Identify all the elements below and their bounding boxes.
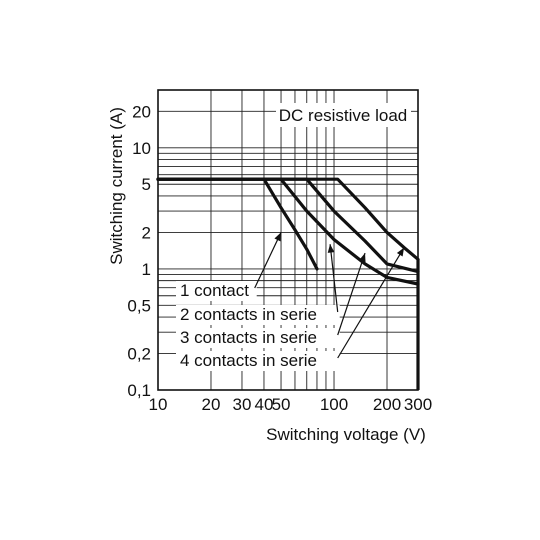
arrowhead [327,244,335,253]
x-tick-label: 20 [202,395,221,414]
x-tick-label: 100 [320,395,348,414]
series-label-arrow [337,252,366,336]
series-label-arrow [337,247,405,359]
series-label-1: 1 contact [180,281,249,300]
series-label-background [176,281,257,301]
chart-annotation: DC resistive load [279,106,408,125]
y-tick-label: 5 [142,175,151,194]
curve-series-2 [156,177,420,286]
y-tick-label: 2 [142,223,151,242]
series-label-background [176,305,340,325]
series-label-2: 2 contacts in serie [180,305,317,324]
arrowhead [274,232,282,242]
y-tick-label: 20 [132,102,151,121]
series-labels: 1 contact 2 contacts in serie 3 contacts i… [176,232,405,371]
curve-series-4 [156,177,420,261]
curves [156,177,420,390]
plot-frame [157,89,419,391]
series-label-background [176,328,340,348]
series-label-arrow [254,232,282,289]
series-label-4: 4 contacts in serie [180,351,317,370]
series-label-3: 3 contacts in serie [180,328,317,347]
x-tick-label: 50 [272,395,291,414]
series-label-background [176,351,340,371]
y-tick-label: 0,1 [127,381,151,400]
x-tick-label: 300 [404,395,432,414]
y-tick-label: 1 [142,260,151,279]
x-tick-label: 40 [255,395,274,414]
x-tick-label: 30 [233,395,252,414]
arrowhead [359,253,366,263]
x-axis-label: Switching voltage (V) [266,425,426,444]
series-label-arrow [329,244,339,313]
y-axis-label: Switching current (A) [107,107,126,265]
y-tick-label: 10 [132,139,151,158]
arrowhead [396,247,405,257]
y-tick-label: 0,5 [127,296,151,315]
annotation-background [276,103,411,127]
y-tick-label: 0,2 [127,345,151,364]
x-tick-label: 200 [373,395,401,414]
x-tick-label: 10 [149,395,168,414]
